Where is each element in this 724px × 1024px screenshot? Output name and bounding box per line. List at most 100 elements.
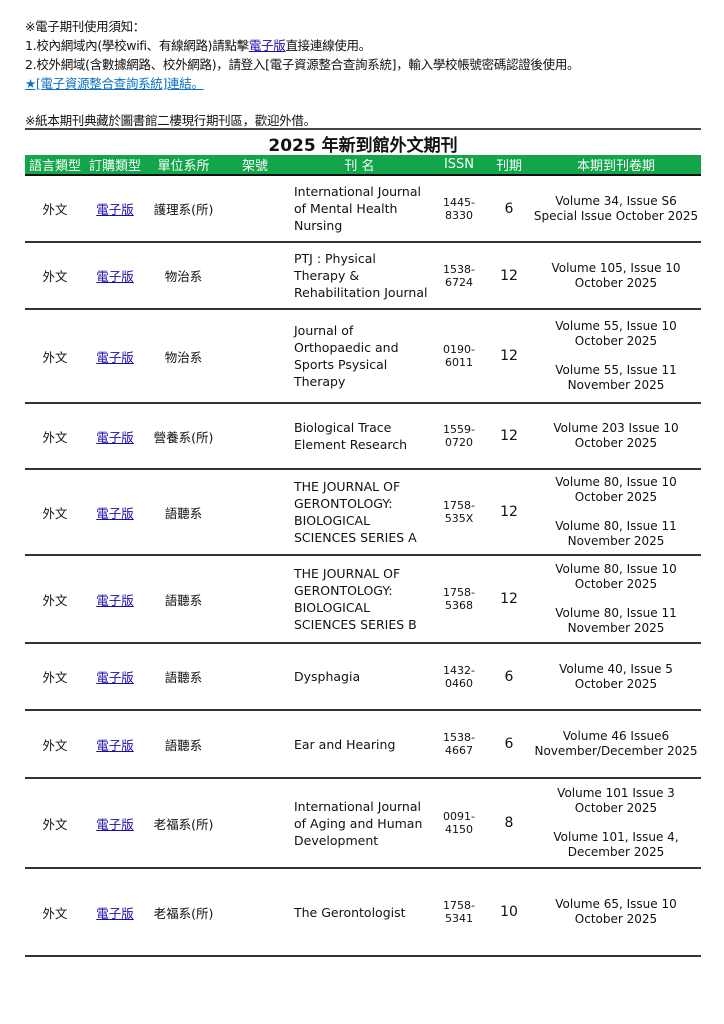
- department-cell: 語聽系: [145, 555, 222, 644]
- ejournal-link[interactable]: 電子版: [96, 592, 134, 608]
- department-cell: 營養系(所): [145, 403, 222, 470]
- order-type-cell: 電子版: [85, 555, 145, 644]
- issue-entry: Volume 40, Issue 5 October 2025: [559, 661, 673, 691]
- page-title: 2025 年新到館外文期刊: [268, 136, 458, 156]
- journal-name-cell: The Gerontologist: [288, 868, 431, 957]
- journal-name-cell: Biological Trace Element Research: [288, 403, 431, 470]
- shelf-cell: [222, 469, 288, 556]
- order-type-cell: 電子版: [85, 309, 145, 404]
- frequency-cell: 12: [487, 242, 531, 310]
- ejournal-link[interactable]: 電子版: [96, 816, 134, 832]
- language-cell: 外文: [25, 778, 85, 869]
- issn-cell: 1538-6724: [431, 242, 487, 310]
- issn-cell: 1432-0460: [431, 643, 487, 711]
- frequency-cell: 6: [487, 710, 531, 779]
- shelf-cell: [222, 175, 288, 243]
- table-header: 語言類型 訂購類型 單位系所 架號刊 名 ISSN 刊期 本期到刊卷期: [25, 155, 701, 176]
- frequency-cell: 12: [487, 555, 531, 644]
- issue-entry: Volume 80, Issue 10 October 2025: [555, 475, 677, 504]
- journal-name-cell: Ear and Hearing: [288, 710, 431, 779]
- issues-cell: Volume 65, Issue 10 October 2025: [531, 868, 701, 957]
- resource-system-link[interactable]: ★[電子資源整合查詢系統]連結。: [25, 76, 204, 91]
- column-header-type: 訂購類型: [85, 155, 145, 176]
- frequency-cell: 6: [487, 643, 531, 711]
- order-type-cell: 電子版: [85, 778, 145, 869]
- issue-entry: Volume 46 Issue6 November/December 2025: [534, 729, 698, 758]
- language-cell: 外文: [25, 868, 85, 957]
- shelf-cell: [222, 868, 288, 957]
- journal-name-cell: Journal of Orthopaedic and Sports Psysic…: [288, 309, 431, 404]
- order-type-cell: 電子版: [85, 469, 145, 556]
- issn-cell: 1538-4667: [431, 710, 487, 779]
- table-row: 外文 電子版 語聽系 THE JOURNAL OF GERONTOLOGY: BIOL…: [25, 555, 701, 644]
- issues-cell: Volume 80, Issue 10 October 2025 Volume 8…: [531, 469, 701, 556]
- issue-entry: Volume 55, Issue 11 November 2025: [555, 363, 677, 392]
- order-type-cell: 電子版: [85, 643, 145, 711]
- notice-line-1-text: 1.校內網域內(學校wifi、有線網路)請點擊: [25, 38, 249, 53]
- ejournal-link[interactable]: 電子版: [248, 38, 286, 53]
- table-row: 外文 電子版 物治系 Journal of Orthopaedic and Sport…: [25, 309, 701, 404]
- issue-entry: Volume 80, Issue 11 November 2025: [555, 519, 677, 548]
- department-cell: 語聽系: [145, 469, 222, 556]
- frequency-cell: 12: [487, 469, 531, 556]
- issues-cell: Volume 34, Issue S6 Special Issue Octobe…: [531, 175, 701, 243]
- issues-cell: Volume 105, Issue 10 October 2025: [531, 242, 701, 310]
- ejournal-link[interactable]: 電子版: [96, 269, 134, 284]
- paper-note: ※紙本期刊典藏於圖書館二樓現行期刊區，歡迎外借。: [25, 113, 316, 128]
- frequency-cell: 12: [487, 403, 531, 470]
- issue-entry: Volume 55, Issue 10 October 2025: [555, 319, 677, 348]
- order-type-cell: 電子版: [85, 242, 145, 310]
- shelf-cell: [222, 555, 288, 644]
- frequency-cell: 6: [487, 175, 531, 243]
- ejournal-link[interactable]: 電子版: [96, 905, 134, 921]
- journal-table: 語言類型 訂購類型 單位系所 架號刊 名 ISSN 刊期 本期到刊卷期 外文 電子版 護理系(所…: [25, 155, 701, 957]
- language-cell: 外文: [25, 242, 85, 310]
- notice-line-1: 1.校內網域內(學校wifi、有線網路)請點擊電子版直接連線使用。: [25, 36, 579, 55]
- ejournal-link[interactable]: 電子版: [96, 349, 134, 365]
- issues-cell: Volume 80, Issue 10 October 2025 Volume 8…: [531, 555, 701, 644]
- issn-cell: 0190-6011: [431, 309, 487, 404]
- table-row: 外文 電子版 老福系(所) International Journal of Agin…: [25, 778, 701, 869]
- language-cell: 外文: [25, 403, 85, 470]
- department-cell: 護理系(所): [145, 175, 222, 243]
- column-header-issues: 本期到刊卷期: [531, 155, 701, 176]
- issue-entry: Volume 101, Issue 4, December 2025: [553, 830, 679, 859]
- frequency-cell: 10: [487, 868, 531, 957]
- department-cell: 語聽系: [145, 710, 222, 779]
- shelf-cell: [222, 242, 288, 310]
- column-header-dept: 單位系所: [145, 155, 222, 176]
- ejournal-link[interactable]: 電子版: [96, 202, 134, 217]
- ejournal-link[interactable]: 電子版: [96, 505, 134, 521]
- column-header-freq: 刊期: [487, 155, 531, 176]
- frequency-cell: 12: [487, 309, 531, 404]
- issues-cell: Volume 101 Issue 3 October 2025 Volume 10…: [531, 778, 701, 869]
- department-cell: 老福系(所): [145, 778, 222, 869]
- issue-entry: Volume 203 Issue 10 October 2025: [553, 421, 679, 450]
- language-cell: 外文: [25, 643, 85, 711]
- department-cell: 物治系: [145, 309, 222, 404]
- shelf-cell: [222, 309, 288, 404]
- ejournal-link[interactable]: 電子版: [96, 737, 134, 753]
- journal-name-cell: THE JOURNAL OF GERONTOLOGY: BIOLOGICAL S…: [288, 469, 431, 556]
- issues-cell: Volume 203 Issue 10 October 2025: [531, 403, 701, 470]
- issue-entry: Volume 105, Issue 10 October 2025: [551, 260, 681, 290]
- language-cell: 外文: [25, 469, 85, 556]
- table-row: 外文 電子版 語聽系 Dysphagia 1432-0460 6 Volume 40, Is…: [25, 643, 701, 711]
- table-row: 外文 電子版 營養系(所) Biological Trace Element Rese…: [25, 403, 701, 470]
- journal-name-cell: PTJ : Physical Therapy & Rehabilitation …: [288, 242, 431, 310]
- language-cell: 外文: [25, 175, 85, 243]
- issue-entry: Volume 80, Issue 11 November 2025: [555, 606, 677, 635]
- column-header-lang: 語言類型: [25, 155, 85, 176]
- journal-name-cell: THE JOURNAL OF GERONTOLOGY: BIOLOGICAL S…: [288, 555, 431, 644]
- issn-cell: 1758-535X: [431, 469, 487, 556]
- issn-cell: 1758-5368: [431, 555, 487, 644]
- table-row: 外文 電子版 老福系(所) The Gerontologist 1758-5341 10 V…: [25, 868, 701, 957]
- column-header-name: 刊 名: [288, 155, 431, 176]
- frequency-cell: 8: [487, 778, 531, 869]
- issue-entry: Volume 34, Issue S6 Special Issue Octobe…: [533, 193, 699, 223]
- ejournal-link[interactable]: 電子版: [96, 429, 134, 445]
- usage-notice: ※電子期刊使用須知： 1.校內網域內(學校wifi、有線網路)請點擊電子版直接連…: [25, 17, 580, 93]
- language-cell: 外文: [25, 710, 85, 779]
- department-cell: 語聽系: [145, 643, 222, 711]
- ejournal-link[interactable]: 電子版: [96, 670, 134, 685]
